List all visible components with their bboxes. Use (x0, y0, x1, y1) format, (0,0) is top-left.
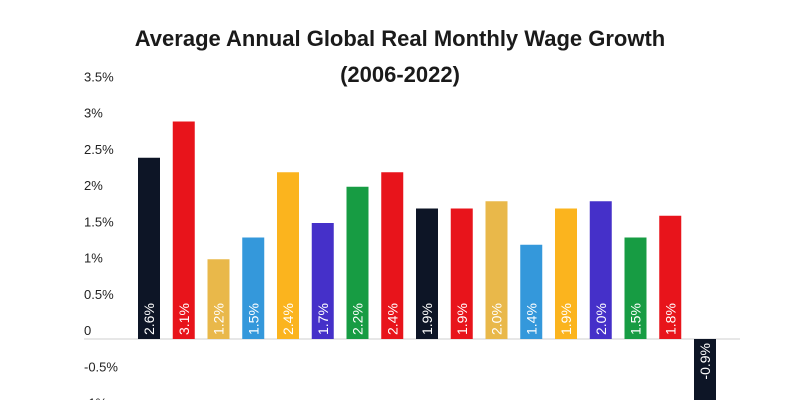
bar (346, 186, 369, 339)
bar-value-label: -0.9% (697, 343, 713, 380)
y-tick-label: 3% (84, 106, 103, 121)
bar (207, 259, 230, 339)
bar-value-label: 2.6% (141, 303, 157, 335)
bar-value-label: 2.0% (593, 303, 609, 335)
bar-value-label: 1.5% (245, 303, 261, 335)
bar-value-label: 1.4% (523, 303, 539, 335)
bar-value-label: 1.7% (315, 303, 331, 335)
bar (242, 237, 265, 339)
bar (555, 208, 577, 339)
bar-value-label: 1.9% (454, 303, 470, 335)
bar (172, 121, 195, 339)
y-tick-label: -0.5% (84, 359, 118, 374)
y-tick-label: 0.5% (84, 287, 114, 302)
bar-value-label: 2.4% (280, 303, 296, 335)
y-tick-label: 3.5% (84, 69, 114, 84)
bar (589, 201, 612, 339)
bar (485, 201, 508, 339)
bar-value-label: 1.5% (628, 303, 644, 335)
bar-value-label: 2.4% (384, 303, 400, 335)
bar-value-label: 2.2% (350, 303, 366, 335)
bar-value-label: 3.1% (176, 303, 192, 335)
bars (138, 121, 716, 400)
bar-value-label: 1.9% (558, 303, 574, 335)
bar (381, 172, 404, 339)
y-tick-label: 2.5% (84, 142, 114, 157)
bar-value-label: 1.8% (662, 303, 678, 335)
bar (138, 157, 160, 339)
y-tick-label: 0 (84, 323, 91, 338)
bar (659, 215, 682, 339)
bar-value-label: 2.0% (489, 303, 505, 335)
bar-value-label: 1.9% (419, 303, 435, 335)
bar (624, 237, 647, 339)
bar (520, 244, 543, 339)
bar (277, 172, 299, 339)
chart-subtitle: (2006-2022) (340, 62, 460, 87)
y-tick-label: -1% (84, 396, 108, 400)
y-tick-label: 1.5% (84, 214, 114, 229)
bar (416, 208, 438, 339)
bar (694, 339, 716, 400)
chart-title: Average Annual Global Real Monthly Wage … (134, 26, 666, 51)
bar-value-label: 1.2% (211, 303, 227, 335)
bar (450, 208, 473, 339)
data-labels: 2.6% 3.1% 1.2% 1.5% 2.4% 1.7% 2.2% 2.4% 1.9% 1.9%… (141, 303, 713, 380)
y-tick-label: 1% (84, 251, 103, 266)
y-axis: 3.5% 3% 2.5% 2% 1.5% 1% 0.5% 0 -0.5% -1% (84, 69, 118, 400)
y-tick-label: 2% (84, 178, 103, 193)
bar (311, 223, 334, 339)
